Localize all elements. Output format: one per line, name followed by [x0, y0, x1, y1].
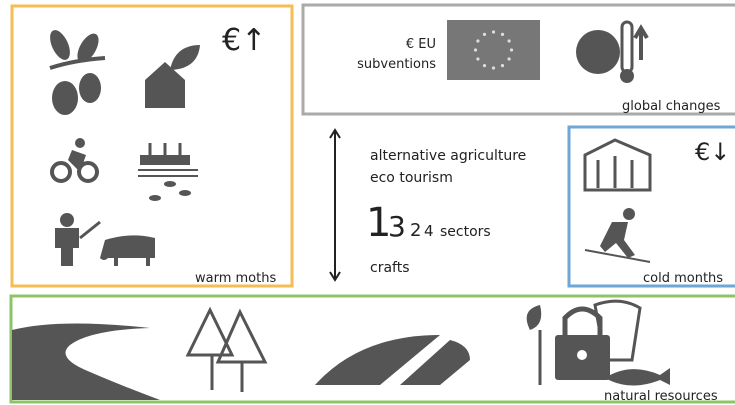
sector-number: 3 [388, 210, 406, 243]
river-icon [12, 323, 160, 400]
flag-star [507, 57, 510, 60]
warm-label: warm moths [195, 271, 276, 286]
forest-icon [188, 310, 265, 392]
sector-number: 4 [424, 222, 434, 240]
infographic: €↑ warm moths € EU subventions global ch… [0, 0, 735, 405]
sector-number: 2 [410, 220, 421, 241]
double-arrow [330, 130, 340, 280]
eu-label: global changes [622, 99, 721, 114]
flag-star [501, 33, 504, 36]
flag-star [474, 48, 477, 51]
center-bottom: crafts [370, 260, 410, 276]
flag-star [476, 57, 479, 60]
skier-icon [585, 208, 650, 262]
flag-star [476, 39, 479, 42]
subsidy-line: subventions [357, 57, 436, 72]
eu-flag [447, 20, 540, 80]
eco-house-icon [145, 45, 200, 108]
cold-currency: €↓ [695, 138, 730, 166]
flag-star [507, 39, 510, 42]
flag-star [483, 33, 486, 36]
flag-star [501, 64, 504, 67]
cyclist-icon [52, 138, 97, 181]
flag-star [492, 66, 495, 69]
cold-label: cold months [643, 271, 723, 286]
olive-icon [46, 27, 105, 115]
farmer-icon [55, 213, 100, 266]
resources-label: natural resources [604, 389, 718, 404]
aquaponics-icon [138, 143, 198, 201]
globe-icon [576, 22, 647, 83]
greenhouse-icon [585, 140, 650, 190]
center-line: alternative agriculture [370, 148, 526, 164]
page: €↑ warm moths € EU subventions global ch… [0, 0, 735, 405]
field-icon [315, 335, 470, 385]
warm-currency: €↑ [222, 23, 266, 58]
flag-star [510, 48, 513, 51]
cow-icon [100, 235, 155, 266]
flag-star [492, 30, 495, 33]
subsidy-line: € EU [406, 37, 436, 52]
locked-resources-icon [527, 301, 670, 385]
flag-star [483, 64, 486, 67]
sectors-label: sectors [440, 224, 491, 240]
center-line: eco tourism [370, 170, 453, 186]
